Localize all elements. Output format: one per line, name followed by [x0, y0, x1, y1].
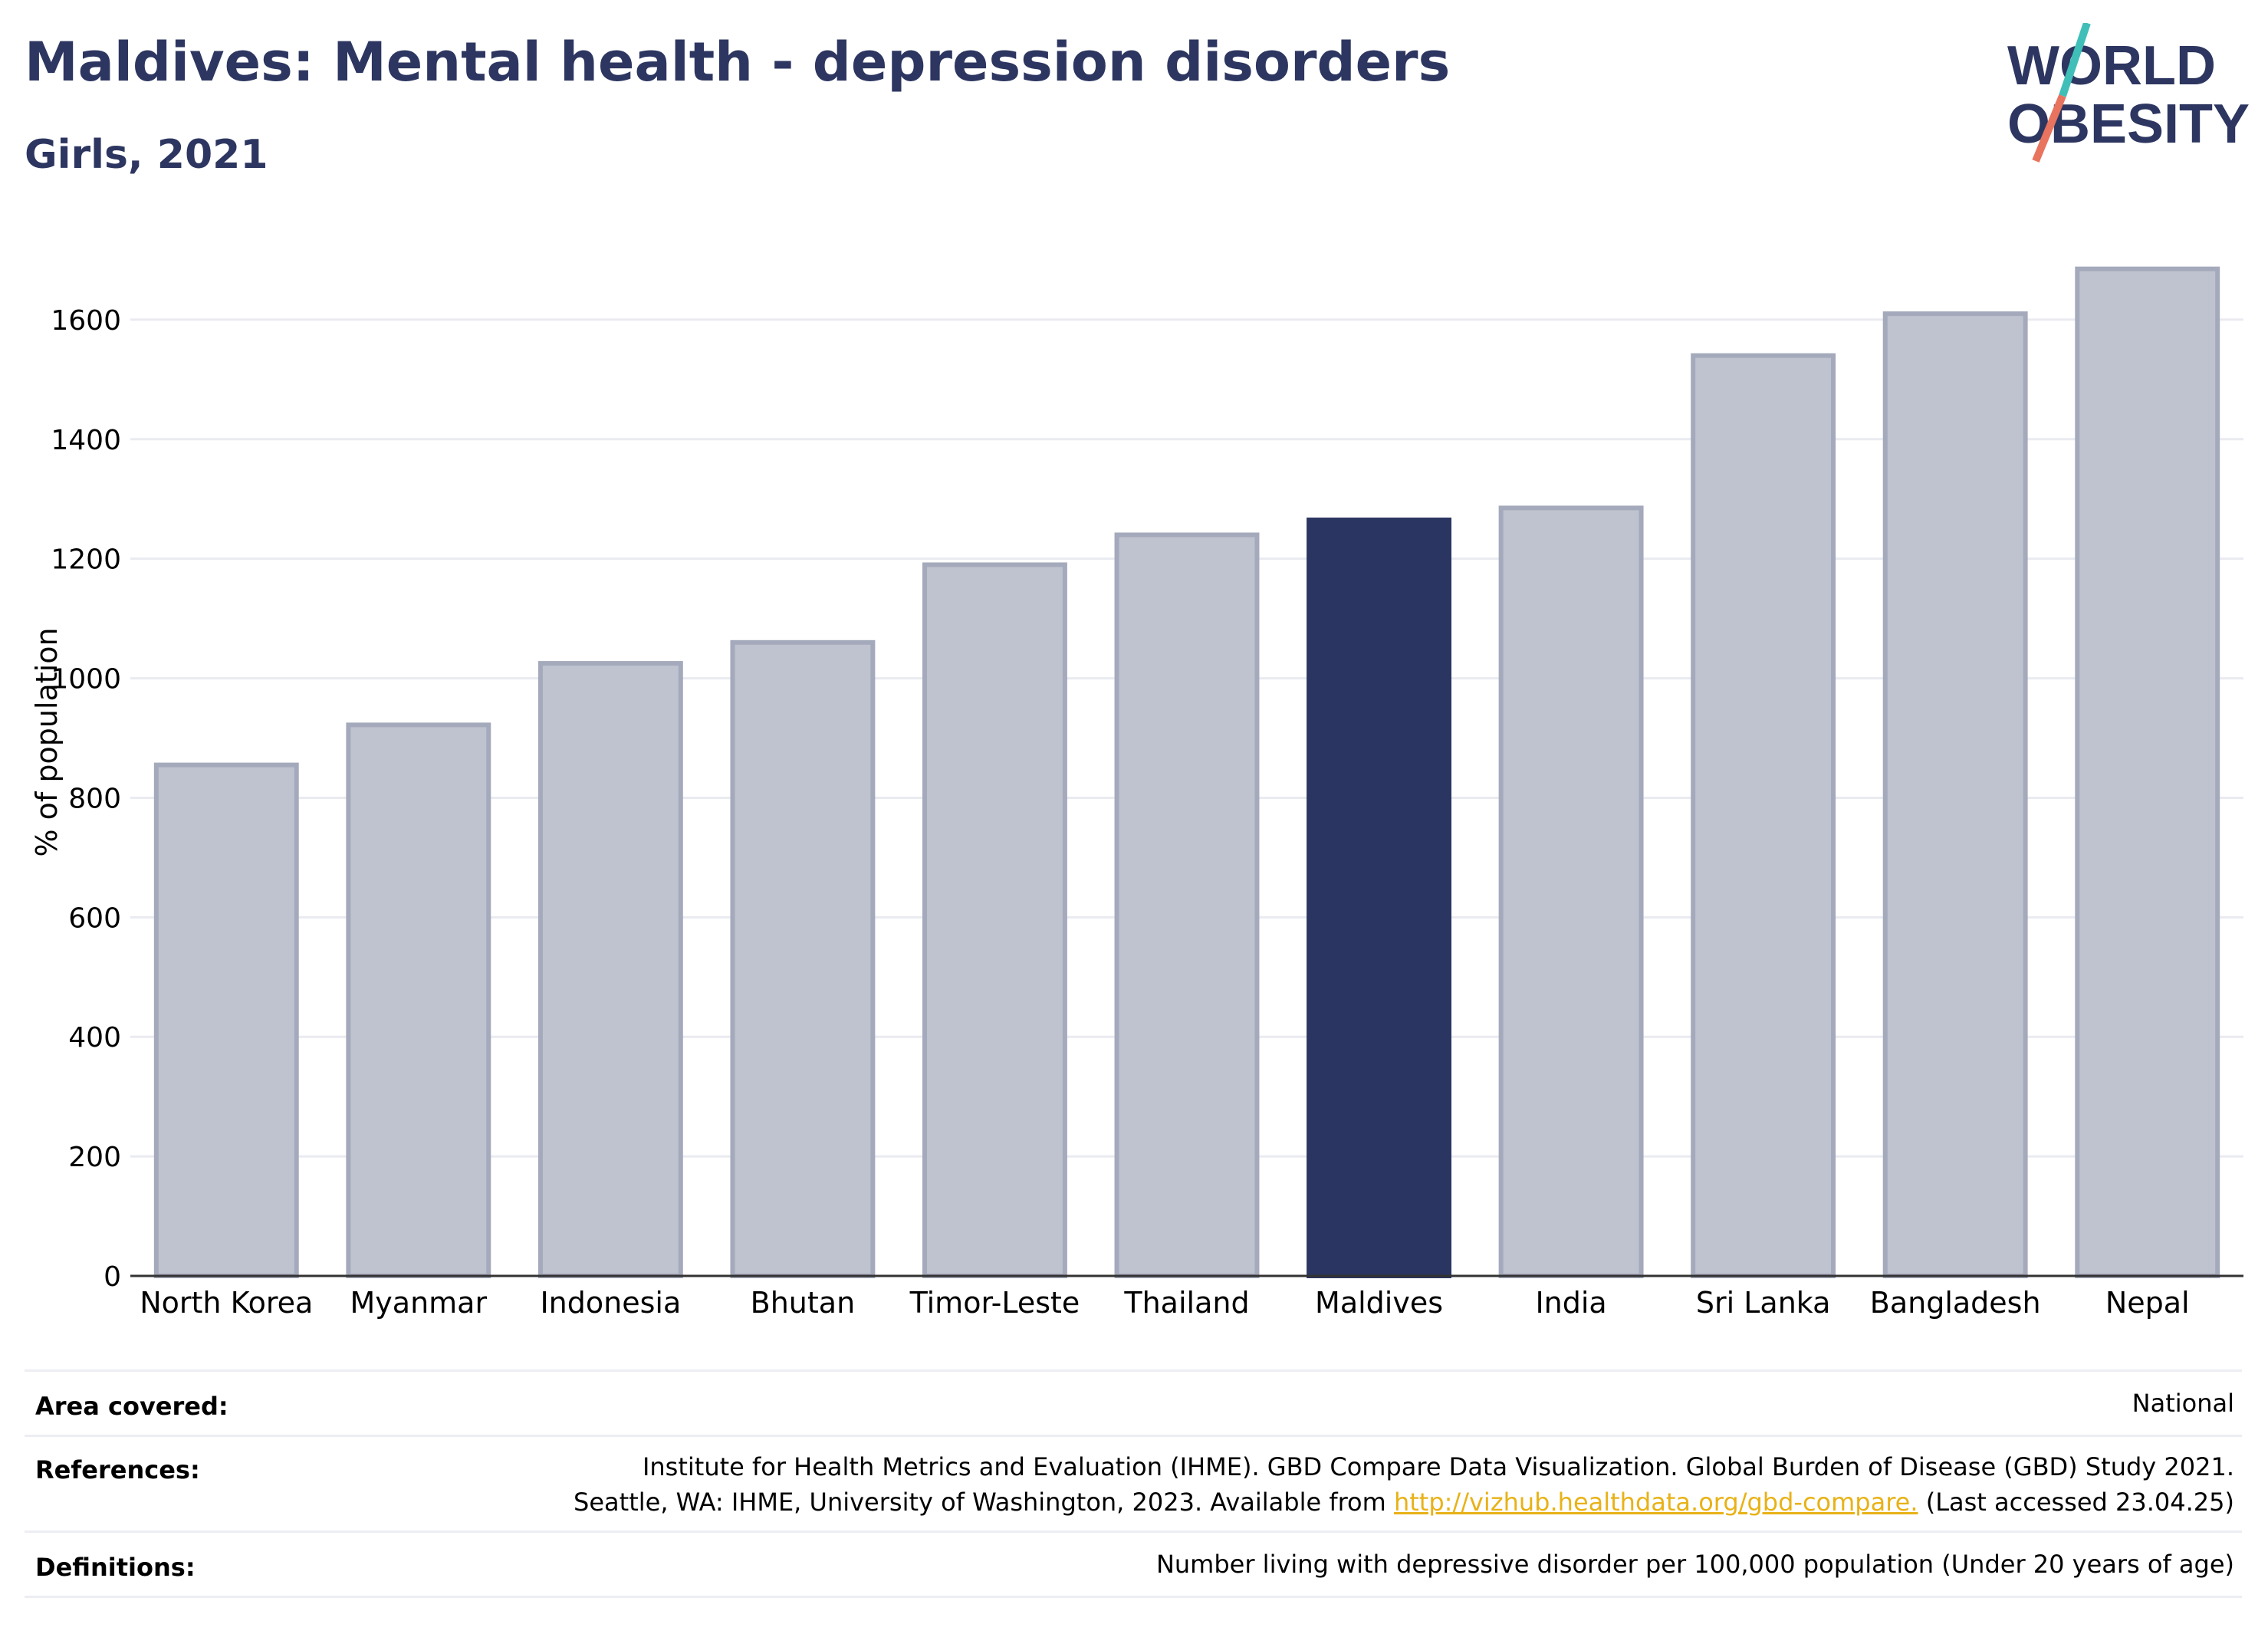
x-axis-ticks: North Korea Myanmar Indonesia Bhutan Timor-L… — [140, 1286, 2189, 1320]
y-tick-label: 200 — [68, 1142, 121, 1173]
definitions-row: Definitions: Number living with depressi… — [25, 1533, 2242, 1598]
x-tick-label: Bangladesh — [1870, 1286, 2041, 1320]
references-row: References: Institute for Health Metrics… — [25, 1437, 2242, 1533]
y-tick-label: 1000 — [51, 664, 121, 695]
x-tick-label: Maldives — [1315, 1286, 1443, 1320]
y-tick-label: 1400 — [51, 425, 121, 456]
logo-text-world: WORLD — [2007, 35, 2216, 97]
bar-bhutan — [730, 639, 876, 1278]
definitions-label: Definitions: — [35, 1553, 196, 1582]
area-covered-label: Area covered: — [35, 1392, 228, 1421]
y-tick-label: 600 — [68, 902, 121, 934]
world-obesity-logo: WORLD OBESITY — [2007, 23, 2250, 163]
x-tick-label: Indonesia — [540, 1286, 681, 1320]
x-tick-label: Sri Lanka — [1696, 1286, 1831, 1320]
references-link[interactable]: http://vizhub.healthdata.org/gbd-compare… — [1393, 1488, 1918, 1517]
bar-north-korea — [153, 762, 299, 1278]
y-axis-ticks: 0 200 400 600 800 1000 1200 1400 1600 — [51, 305, 121, 1293]
references-label: References: — [35, 1455, 200, 1484]
y-tick-label: 0 — [104, 1261, 121, 1293]
logo-slash-red — [2032, 94, 2066, 163]
x-tick-label: Thailand — [1123, 1286, 1249, 1320]
area-covered-value: National — [2132, 1389, 2234, 1418]
y-axis-label: % of population — [30, 627, 64, 856]
x-tick-label: India — [1535, 1286, 1606, 1320]
y-tick-label: 800 — [68, 783, 121, 814]
bar-chart: 0 200 400 600 800 1000 1200 1400 1600 North Kore… — [30, 266, 2243, 1320]
references-line-2: Seattle, WA: IHME, University of Washing… — [574, 1484, 2234, 1520]
y-tick-label: 400 — [68, 1022, 121, 1054]
bar-timor-leste — [922, 562, 1067, 1278]
bar-bangladesh — [1882, 311, 2028, 1278]
x-tick-label: Myanmar — [350, 1286, 488, 1320]
bar-india — [1498, 505, 1644, 1278]
bar-maldives — [1307, 518, 1451, 1278]
bar-indonesia — [537, 661, 683, 1278]
bar-sri-lanka — [1691, 353, 1836, 1278]
bar-nepal — [2075, 266, 2220, 1279]
logo-slash-teal — [2059, 23, 2091, 97]
metadata-table: Area covered: National References: Insti… — [25, 1369, 2242, 1598]
references-value: Institute for Health Metrics and Evaluat… — [574, 1449, 2234, 1520]
x-tick-label: Timor-Leste — [909, 1286, 1080, 1320]
x-tick-label: North Korea — [140, 1286, 313, 1320]
page-title: Maldives: Mental health - depression dis… — [25, 31, 1451, 94]
references-line-1: Institute for Health Metrics and Evaluat… — [642, 1452, 2234, 1481]
references-line-2-text: Seattle, WA: IHME, University of Washing… — [574, 1488, 1386, 1517]
y-tick-label: 1200 — [51, 544, 121, 576]
x-tick-label: Bhutan — [751, 1286, 856, 1320]
bar-myanmar — [346, 722, 491, 1278]
bars — [153, 266, 2220, 1279]
y-tick-label: 1600 — [51, 305, 121, 337]
bar-thailand — [1114, 532, 1260, 1278]
definitions-value: Number living with depressive disorder p… — [1155, 1550, 2234, 1579]
page-subtitle: Girls, 2021 — [25, 132, 268, 178]
references-accessed: (Last accessed 23.04.25) — [1925, 1488, 2234, 1517]
x-tick-label: Nepal — [2105, 1286, 2190, 1320]
area-covered-row: Area covered: National — [25, 1372, 2242, 1437]
